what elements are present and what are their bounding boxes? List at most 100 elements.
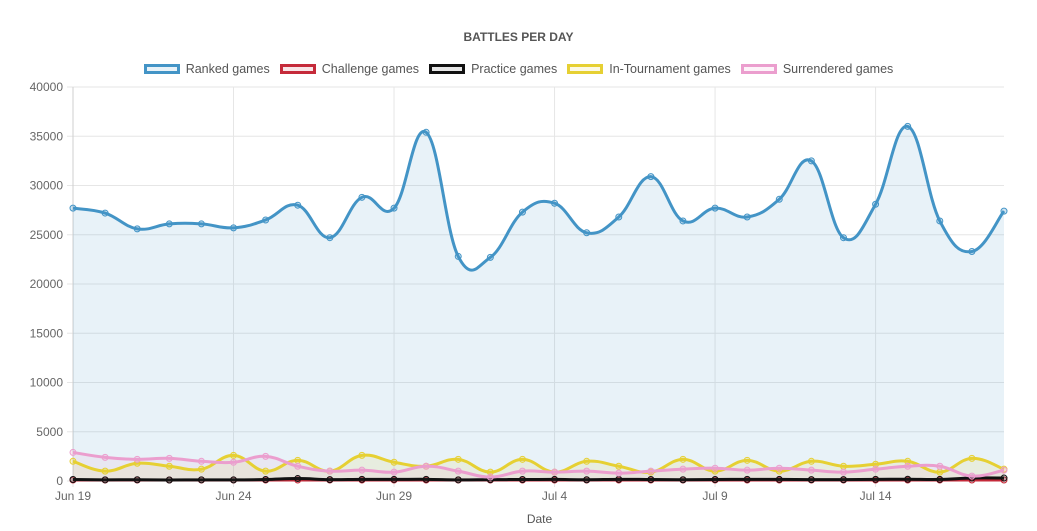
- legend-label-ranked: Ranked games: [185, 62, 270, 76]
- legend-label-challenge: Challenge games: [321, 62, 420, 76]
- data-point-in-tournament-games: [230, 451, 238, 459]
- data-point-ranked-games: [165, 220, 173, 228]
- y-tick-label: 40000: [30, 80, 64, 94]
- data-point-ranked-games: [230, 224, 238, 232]
- data-point-in-tournament-games: [615, 462, 623, 470]
- data-point-surrendered-games: [936, 462, 944, 470]
- data-point-practice-games: [101, 476, 109, 484]
- data-point-surrendered-games: [904, 462, 912, 470]
- legend-label-practice: Practice games: [471, 62, 558, 76]
- data-point-in-tournament-games: [679, 455, 687, 463]
- data-point-in-tournament-games: [486, 468, 494, 476]
- data-point-surrendered-games: [390, 468, 398, 476]
- data-point-surrendered-games: [839, 468, 847, 476]
- data-point-ranked-games: [326, 234, 334, 242]
- data-point-practice-games: [872, 475, 880, 483]
- chart-title: BATTLES PER DAY: [463, 30, 574, 44]
- data-point-practice-games: [679, 476, 687, 484]
- data-point-practice-games: [711, 476, 719, 484]
- data-point-practice-games: [294, 475, 302, 483]
- data-point-ranked-games: [807, 157, 815, 165]
- data-point-surrendered-games: [69, 448, 77, 456]
- legend-item-challenge[interactable]: Challenge games: [279, 62, 420, 76]
- data-point-ranked-games: [551, 199, 559, 207]
- data-point-in-tournament-games: [904, 457, 912, 465]
- y-tick-label: 35000: [30, 129, 64, 143]
- data-point-in-tournament-games: [936, 468, 944, 476]
- data-point-practice-games: [358, 475, 366, 483]
- data-point-ranked-games: [936, 217, 944, 225]
- data-point-ranked-games: [486, 253, 494, 261]
- data-point-practice-games: [165, 476, 173, 484]
- data-point-practice-games: [197, 476, 205, 484]
- data-point-in-tournament-games: [165, 462, 173, 470]
- data-point-surrendered-games: [133, 455, 141, 463]
- legend-label-tournament: In-Tournament games: [609, 62, 731, 76]
- legend-item-tournament[interactable]: In-Tournament games: [567, 62, 731, 76]
- data-point-ranked-games: [711, 204, 719, 212]
- data-point-surrendered-games: [230, 458, 238, 466]
- data-point-in-tournament-games: [968, 454, 976, 462]
- data-point-surrendered-games: [679, 465, 687, 473]
- data-point-ranked-games: [390, 204, 398, 212]
- y-tick-label: 30000: [30, 179, 64, 193]
- data-point-practice-games: [583, 476, 591, 484]
- legend-swatch-ranked: [143, 64, 180, 74]
- data-point-in-tournament-games: [743, 456, 751, 464]
- data-point-in-tournament-games: [839, 462, 847, 470]
- data-point-surrendered-games: [647, 467, 655, 475]
- y-tick-label: 20000: [30, 277, 64, 291]
- data-point-surrendered-games: [358, 466, 366, 474]
- y-tick-label: 0: [56, 474, 63, 488]
- data-point-practice-games: [326, 476, 334, 484]
- data-point-in-tournament-games: [518, 455, 526, 463]
- area-surrendered-games: [73, 452, 1004, 481]
- data-point-ranked-games: [262, 216, 270, 224]
- y-tick-label: 15000: [30, 326, 64, 340]
- data-point-ranked-games: [294, 201, 302, 209]
- data-point-in-tournament-games: [390, 458, 398, 466]
- data-point-ranked-games: [1000, 207, 1008, 215]
- data-point-surrendered-games: [294, 462, 302, 470]
- data-point-practice-games: [518, 476, 526, 484]
- data-point-surrendered-games: [968, 472, 976, 480]
- data-point-practice-games: [230, 476, 238, 484]
- data-point-practice-games: [551, 475, 559, 483]
- data-point-in-tournament-games: [454, 455, 462, 463]
- legend-swatch-practice: [429, 64, 466, 74]
- data-point-surrendered-games: [422, 462, 430, 470]
- legend-label-surrendered: Surrendered games: [782, 62, 894, 76]
- data-point-in-tournament-games: [583, 457, 591, 465]
- data-point-surrendered-games: [615, 469, 623, 477]
- legend-swatch-surrendered: [740, 64, 777, 74]
- data-point-ranked-games: [422, 128, 430, 136]
- data-point-surrendered-games: [1000, 466, 1008, 474]
- legend-item-surrendered[interactable]: Surrendered games: [740, 62, 894, 76]
- legend-item-practice[interactable]: Practice games: [429, 62, 557, 76]
- data-point-practice-games: [904, 475, 912, 483]
- data-point-in-tournament-games: [262, 467, 270, 475]
- x-tick-label: Jul 4: [542, 489, 568, 503]
- data-point-in-tournament-games: [101, 467, 109, 475]
- data-point-in-tournament-games: [197, 465, 205, 473]
- data-point-practice-games: [775, 475, 783, 483]
- data-point-ranked-games: [872, 200, 880, 208]
- data-point-practice-games: [133, 476, 141, 484]
- legend-item-ranked[interactable]: Ranked games: [143, 62, 270, 76]
- data-point-practice-games: [743, 475, 751, 483]
- data-point-practice-games: [839, 476, 847, 484]
- data-point-surrendered-games: [711, 464, 719, 472]
- data-point-in-tournament-games: [358, 451, 366, 459]
- data-point-practice-games: [647, 476, 655, 484]
- area-in-tournament-games: [73, 455, 1004, 481]
- data-point-practice-games: [390, 475, 398, 483]
- data-point-ranked-games: [775, 195, 783, 203]
- data-point-practice-games: [936, 475, 944, 483]
- data-point-practice-games: [422, 475, 430, 483]
- y-tick-label: 10000: [30, 376, 64, 390]
- x-tick-label: Jul 14: [860, 489, 892, 503]
- data-point-ranked-games: [101, 209, 109, 217]
- data-point-surrendered-games: [454, 467, 462, 475]
